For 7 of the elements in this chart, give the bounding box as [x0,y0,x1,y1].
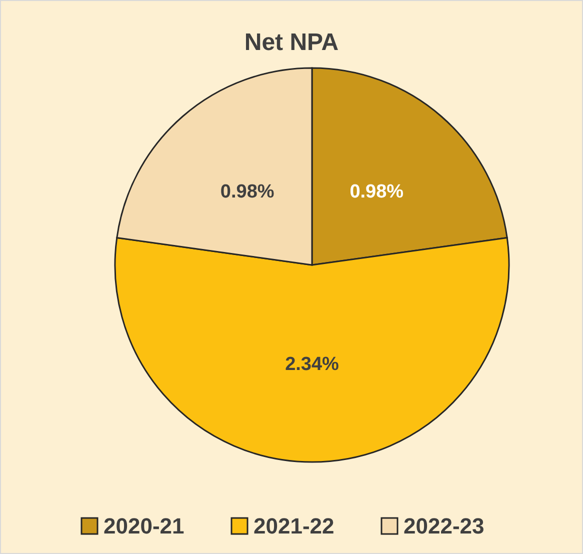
legend-label: 2021-22 [254,514,334,539]
legend-label: 2022-23 [404,514,484,539]
chart-title: Net NPA [244,29,339,56]
data-label: 0.98% [350,181,404,202]
legend-label: 2020-21 [104,514,184,539]
data-label: 2.34% [285,354,340,376]
data-label: 0.98% [220,181,274,202]
